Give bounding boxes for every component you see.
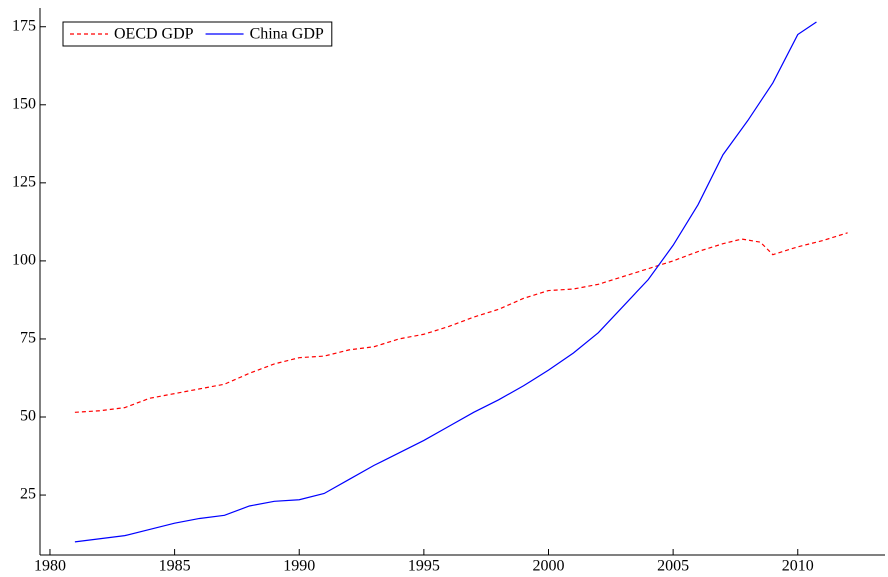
x-tick-label: 1980 [34, 558, 66, 575]
x-tick-label: 2005 [657, 558, 689, 575]
legend-label: China GDP [250, 26, 324, 43]
x-tick-label: 1995 [408, 558, 440, 575]
y-tick-label: 175 [12, 17, 36, 34]
x-tick-label: 1985 [159, 558, 191, 575]
y-tick-label: 50 [20, 408, 36, 425]
x-tick-label: 2000 [532, 558, 564, 575]
y-tick-label: 150 [12, 95, 36, 112]
y-tick-label: 75 [20, 330, 36, 347]
y-tick-label: 125 [12, 174, 36, 191]
y-tick-label: 100 [12, 252, 36, 269]
y-tick-label: 25 [20, 486, 36, 503]
series-line [74, 21, 817, 543]
x-tick-label: 1990 [283, 558, 315, 575]
x-tick-label: 2010 [782, 558, 814, 575]
series-line [74, 232, 848, 413]
legend-label: OECD GDP [114, 26, 194, 43]
